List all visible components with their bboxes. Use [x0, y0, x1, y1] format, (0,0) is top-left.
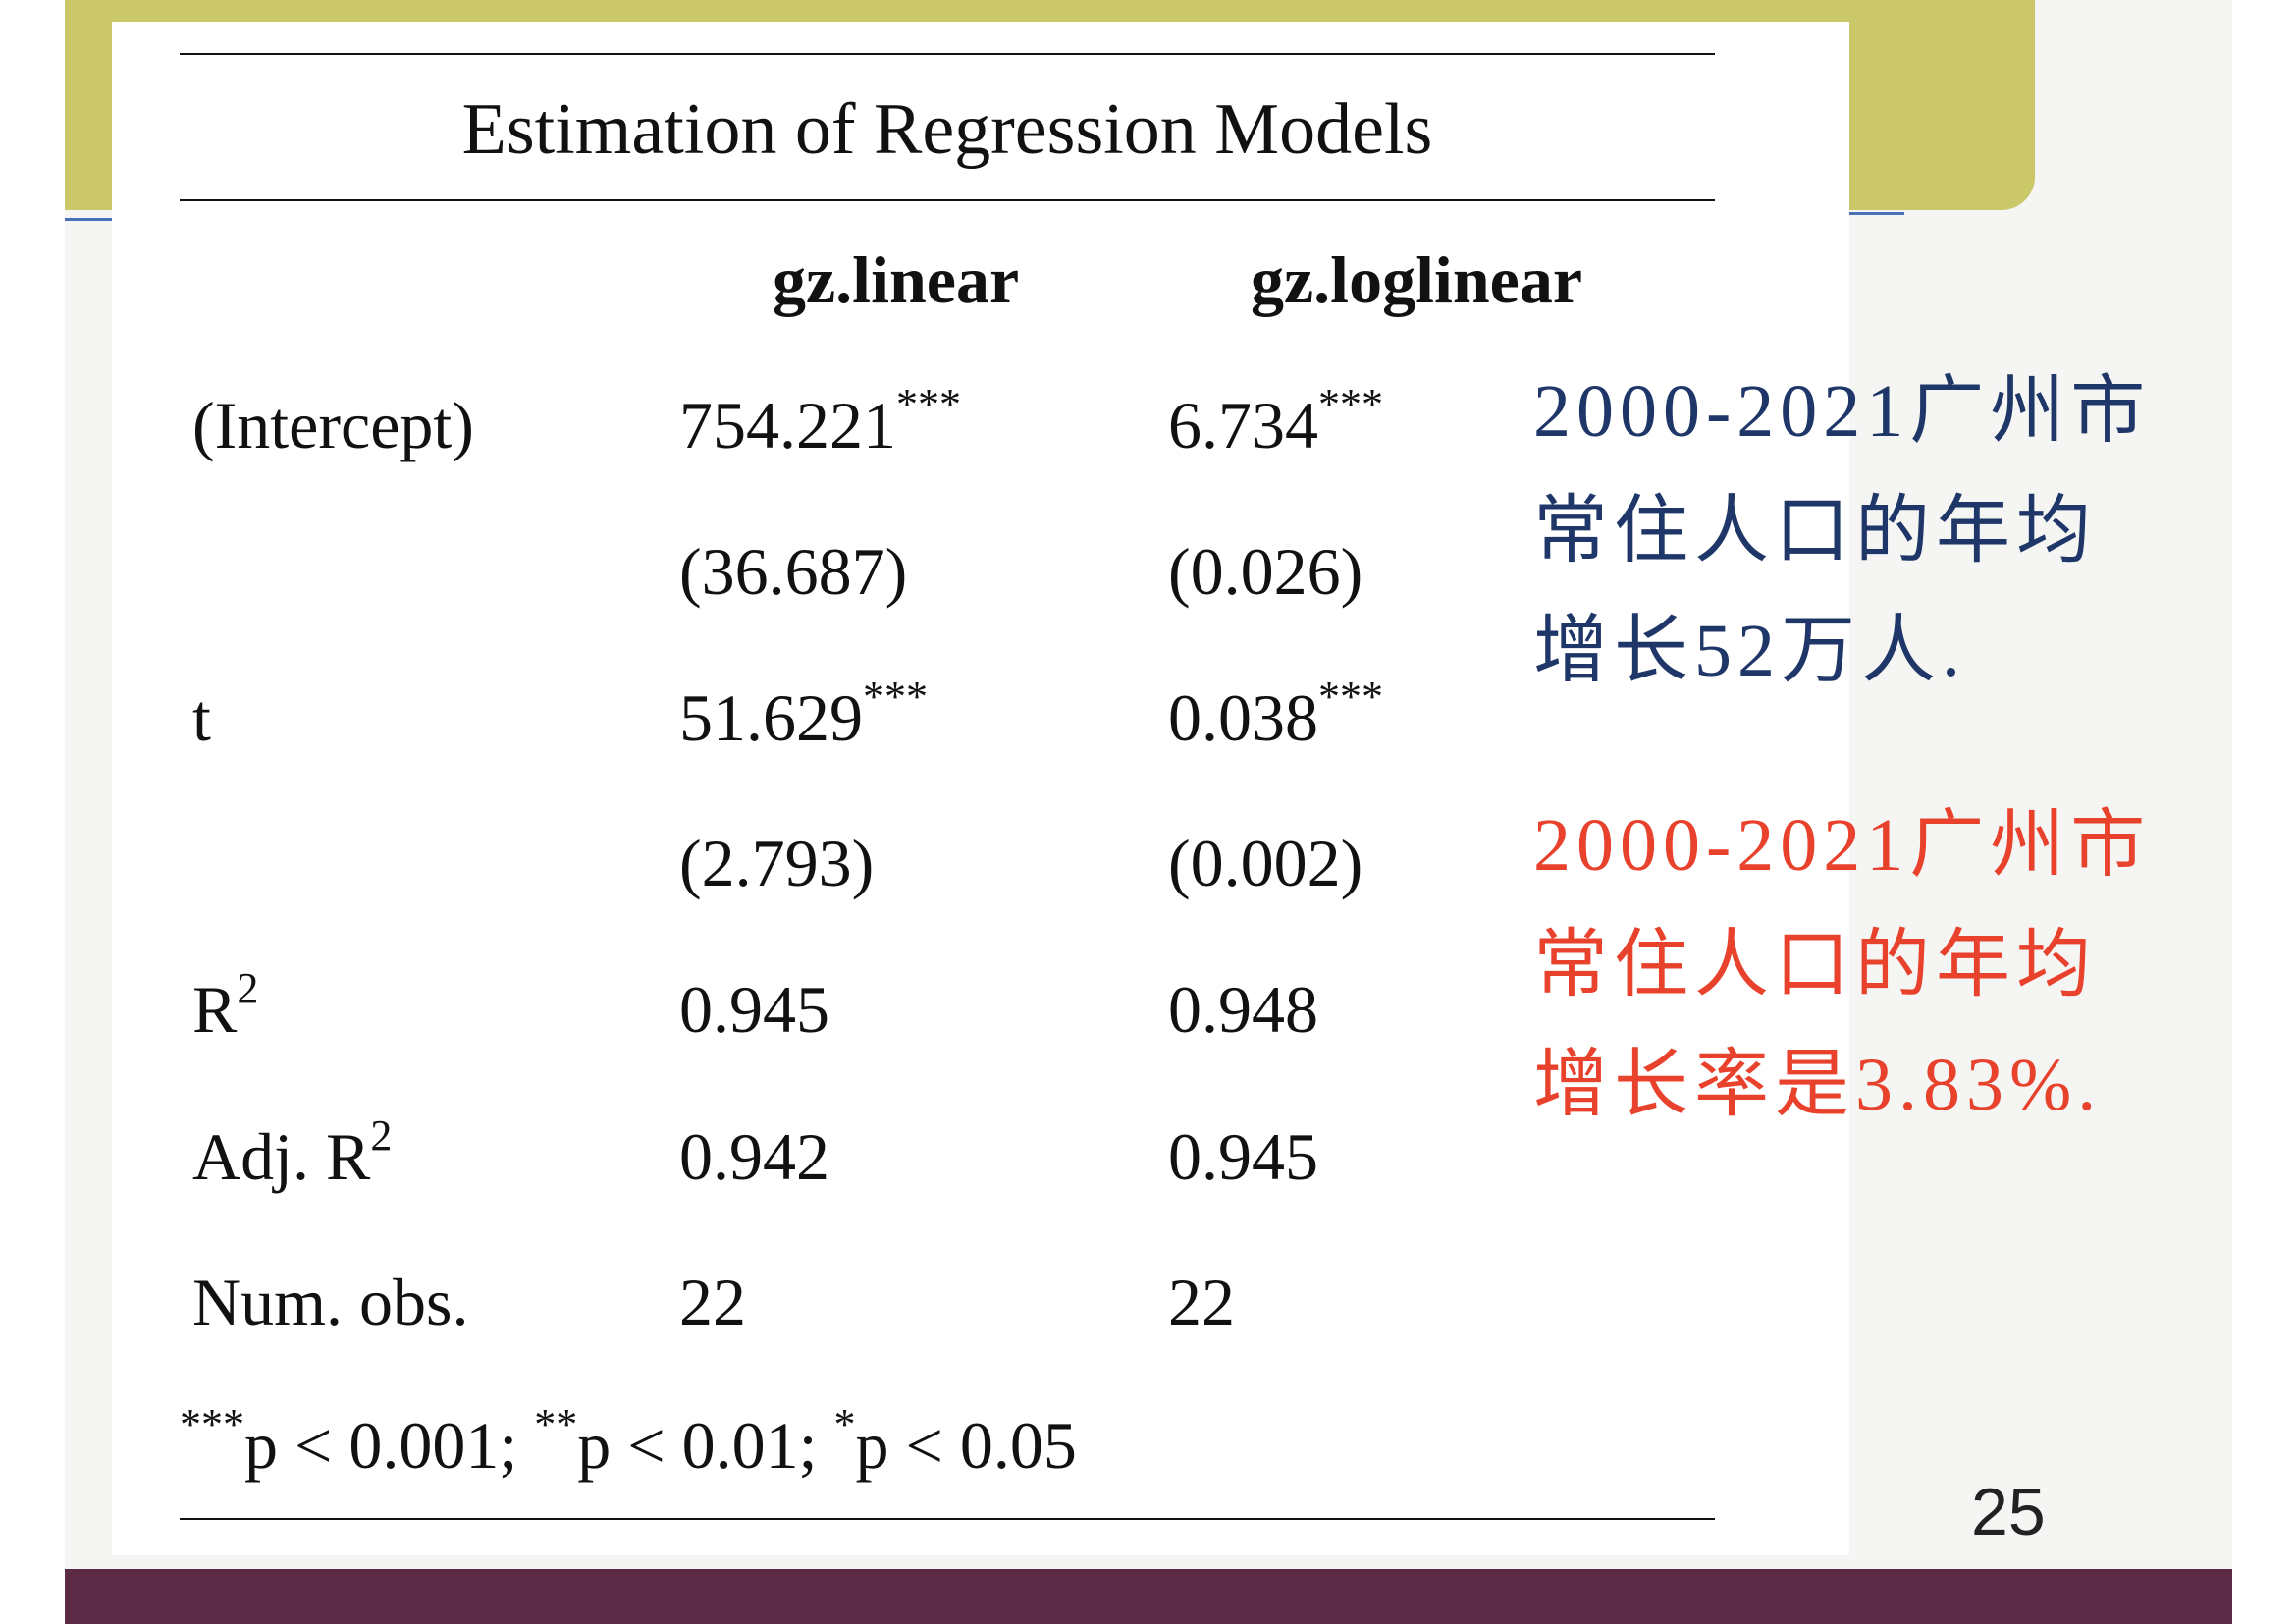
cell-intercept-se-linear: (36.687)	[679, 534, 908, 609]
footer-bar	[65, 1569, 2232, 1624]
table-bottom-rule	[180, 1518, 1715, 1520]
accent-line-right	[1849, 212, 1904, 215]
cell-num-obs-loglinear: 22	[1168, 1265, 1235, 1339]
column-header-linear: gz.linear	[773, 243, 1020, 317]
annotation-linear-line: 增长52万人.	[1533, 610, 1966, 692]
row-label-r2: R2	[192, 964, 259, 1048]
cell-num-obs-linear: 22	[679, 1265, 746, 1339]
significance-footnote: ***p < 0.001; **p < 0.01; *p < 0.05	[180, 1400, 1077, 1484]
cell-t-linear: 51.629***	[679, 673, 928, 756]
row-label-t: t	[192, 680, 211, 755]
annotation-linear-line: 2000-2021广州市	[1533, 370, 2152, 453]
column-header-loglinear: gz.loglinear	[1251, 243, 1583, 317]
annotation-linear: 2000-2021广州市 常住人口的年均 增长52万人.	[1533, 352, 2162, 711]
table-top-rule	[180, 53, 1715, 55]
cell-r2-linear: 0.945	[679, 972, 829, 1047]
table-title: Estimation of Regression Models	[461, 89, 1433, 170]
row-label-num-obs: Num. obs.	[192, 1265, 469, 1339]
content-card	[112, 22, 1849, 1555]
cell-intercept-linear: 754.221***	[679, 380, 961, 463]
cell-intercept-loglinear: 6.734***	[1168, 380, 1383, 463]
cell-r2-loglinear: 0.948	[1168, 972, 1318, 1047]
annotation-linear-line: 常住人口的年均	[1533, 490, 2097, 572]
annotation-loglinear-line: 常住人口的年均	[1533, 924, 2097, 1006]
cell-t-se-loglinear: (0.002)	[1168, 826, 1363, 900]
cell-adj-r2-loglinear: 0.945	[1168, 1119, 1318, 1194]
annotation-loglinear: 2000-2021广州市 常住人口的年均 增长率是3.83%.	[1533, 785, 2162, 1145]
annotation-loglinear-line: 2000-2021广州市	[1533, 804, 2152, 887]
cell-t-se-linear: (2.793)	[679, 826, 875, 900]
table-header-rule	[180, 199, 1715, 201]
cell-t-loglinear: 0.038***	[1168, 673, 1383, 756]
cell-adj-r2-linear: 0.942	[679, 1119, 829, 1194]
row-label-adj-r2: Adj. R2	[192, 1111, 393, 1195]
annotation-loglinear-line: 增长率是3.83%.	[1533, 1044, 2103, 1126]
row-label-intercept: (Intercept)	[192, 388, 474, 462]
page-number: 25	[1971, 1475, 2046, 1549]
accent-line-left	[65, 218, 112, 221]
cell-intercept-se-loglinear: (0.026)	[1168, 534, 1363, 609]
